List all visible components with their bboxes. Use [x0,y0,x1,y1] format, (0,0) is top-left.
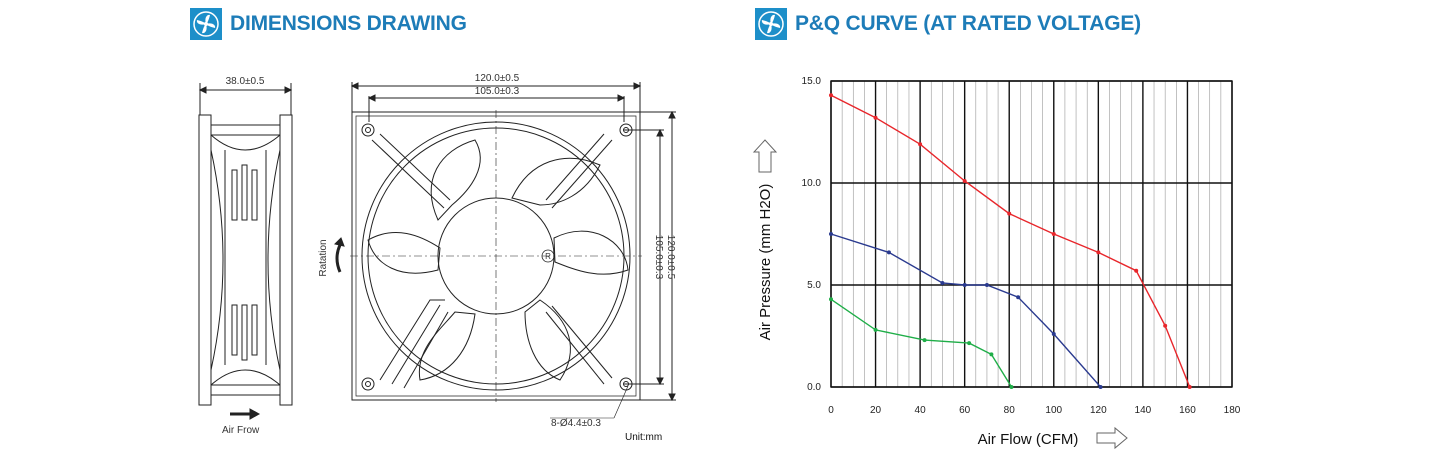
x-tick-label: 20 [870,405,882,416]
series-point-3 [989,352,994,357]
series-point-3 [922,338,927,343]
series-point-1 [829,93,833,98]
series-point-3 [873,327,878,332]
x-tick-label: 60 [959,405,971,416]
series-point-2 [984,283,989,287]
x-tick-label: 120 [1090,405,1107,416]
series-point-2 [829,232,833,236]
series-point-3 [829,297,833,302]
x-tick-label: 40 [915,405,927,416]
x-axis-arrow-icon [1096,426,1128,450]
x-tick-label: 0 [828,405,834,416]
series-point-1 [1007,211,1012,216]
series-point-1 [1051,232,1056,236]
series-point-2 [962,283,967,287]
series-point-1 [1163,323,1168,328]
pq-header: P&Q CURVE (AT RATED VOLTAGE) [755,8,1141,40]
x-tick-label: 100 [1045,405,1062,416]
pq-title: P&Q CURVE (AT RATED VOLTAGE) [795,12,1141,35]
rotation-label: Ratation [318,239,329,276]
brand-mark: R [545,252,551,261]
series-point-2 [940,280,945,285]
fan-logo-icon [755,8,787,40]
unit-label: Unit:mm [625,432,662,443]
dimensions-drawing: 38.0±0.5 Air Frow [198,73,676,443]
pq-chart: 0 20 40 60 80 100 120 140 160 180 0.0 5.0 10.0 15.0 A… [752,76,1241,450]
x-tick-label: 160 [1179,405,1196,416]
series-point-2 [1016,295,1021,300]
y-axis-arrow-icon [752,139,778,173]
series-point-2 [886,250,891,255]
front-width-outer-dimension: 120.0±0.5 [475,73,520,84]
series-point-1 [918,142,923,147]
dimensions-header: DIMENSIONS DRAWING [190,8,467,40]
fan-logo-icon [190,8,222,40]
series-line-1 [830,94,1191,388]
y-tick-label: 10.0 [802,178,822,189]
y-tick-label: 0.0 [807,382,821,393]
airflow-label: Air Frow [222,425,260,436]
series-point-1 [1096,250,1101,255]
series-point-1 [962,178,967,183]
front-width-inner-dimension: 105.0±0.3 [475,86,520,97]
series-point-3 [1009,385,1014,389]
x-tick-label: 140 [1135,405,1152,416]
chart-series [829,93,1192,389]
series-point-1 [1187,385,1192,389]
y-tick-label: 15.0 [802,76,822,87]
series-point-2 [1051,331,1056,336]
series-line-2 [830,233,1102,388]
x-tick-label: 180 [1224,405,1241,416]
series-point-3 [967,341,972,346]
x-tick-label: 80 [1004,405,1016,416]
hole-spec-dimension: 8-Ø4.4±0.3 [551,418,601,429]
y-axis-label: Air Pressure (mm H2O) [757,184,774,341]
front-height-outer-dimension: 120.0±0.5 [665,235,676,280]
side-width-dimension: 38.0±0.5 [226,76,265,87]
series-line-3 [830,298,1013,388]
side-view: 38.0±0.5 [198,76,293,420]
dimensions-title: DIMENSIONS DRAWING [230,12,467,35]
series-point-2 [1098,385,1103,389]
front-view [334,82,676,419]
series-point-1 [873,115,878,120]
y-tick-label: 5.0 [807,280,821,291]
front-height-inner-dimension: 105.0±0.3 [653,235,664,280]
series-point-1 [1134,268,1139,273]
chart-ticks: 0 20 40 60 80 100 120 140 160 180 0.0 5.0 10.0 15.0 [802,76,1241,416]
x-axis-label: Air Flow (CFM) [978,431,1079,448]
